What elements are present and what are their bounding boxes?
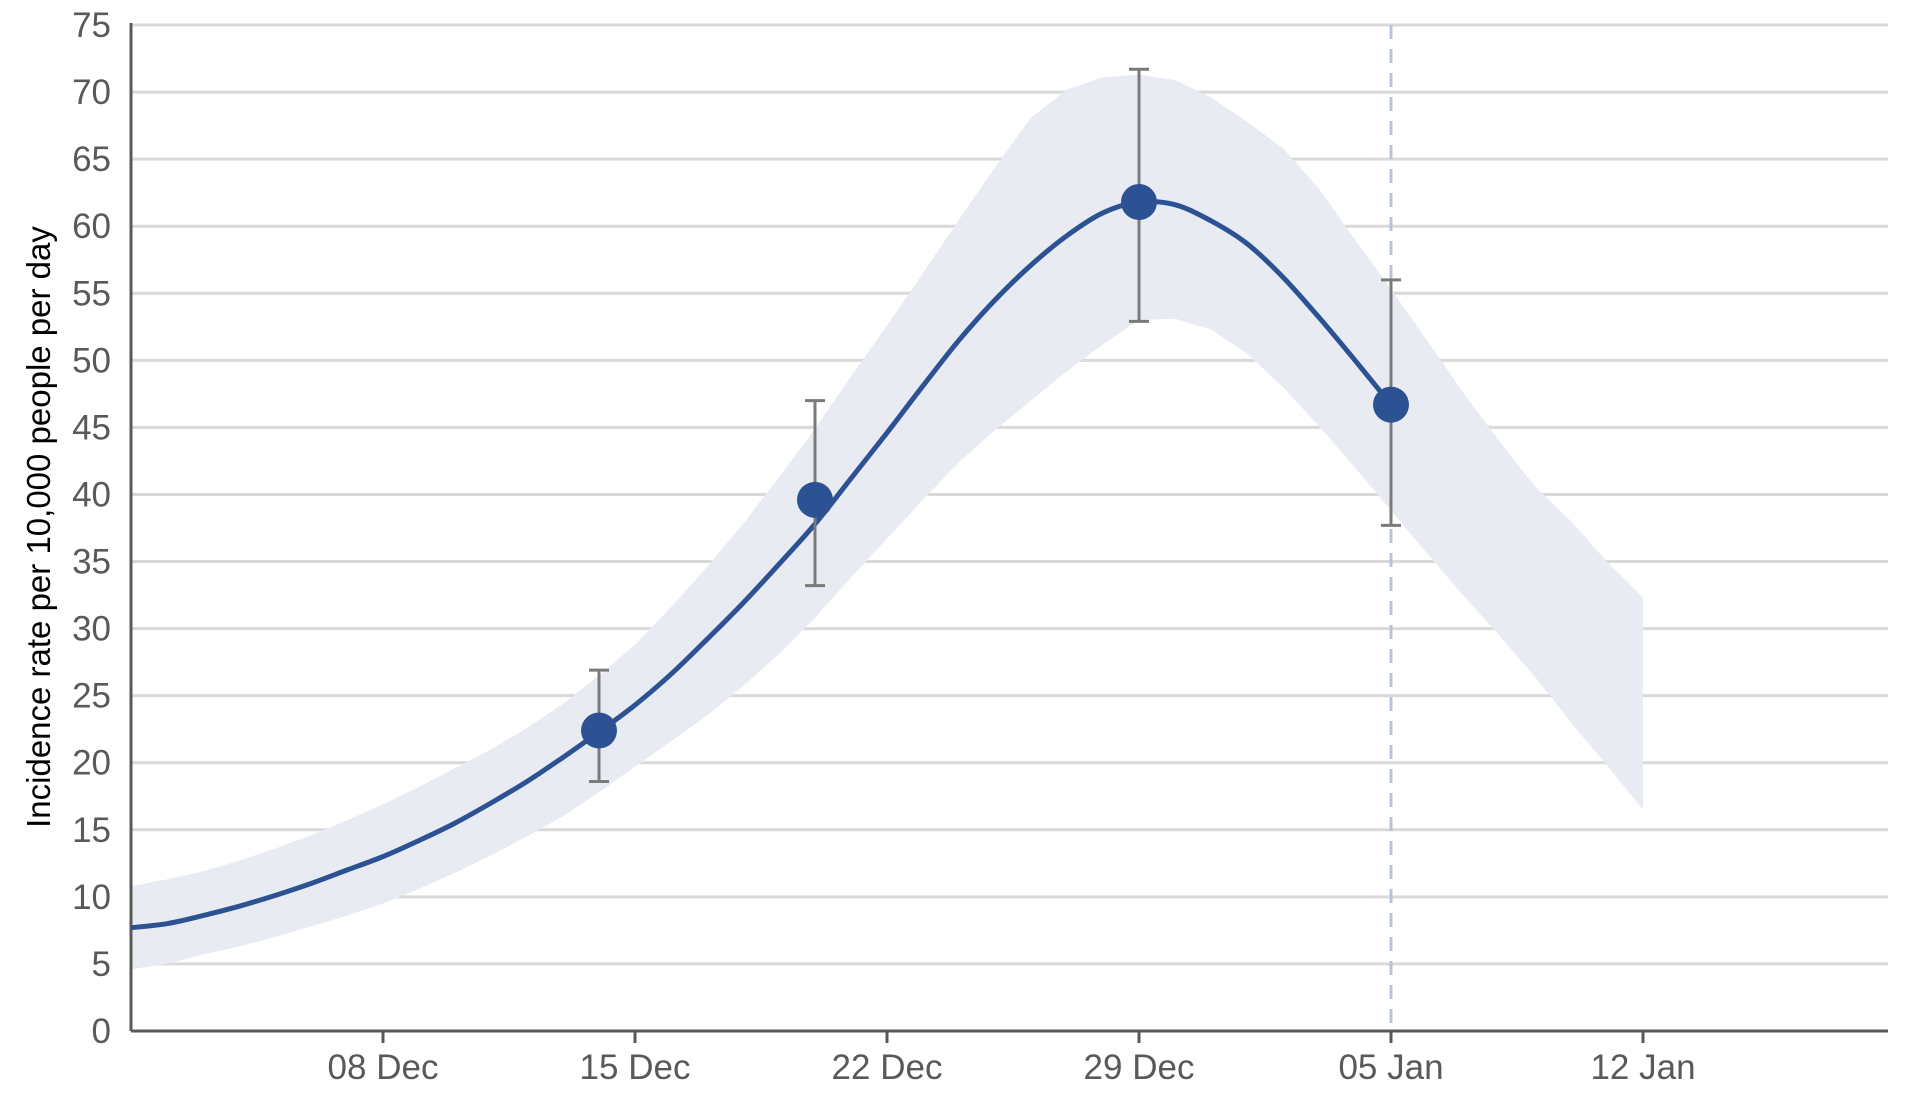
x-tick-label: 22 Dec (832, 1048, 943, 1087)
x-tick-label: 05 Jan (1338, 1048, 1443, 1087)
axes (129, 23, 1888, 1043)
y-tick-label: 70 (72, 73, 111, 112)
data-point (581, 712, 617, 749)
estimate-line (130, 198, 1393, 931)
x-tick-label: 15 Dec (580, 1048, 691, 1087)
y-tick-label: 35 (72, 543, 111, 582)
x-tick-label: 08 Dec (328, 1048, 439, 1087)
x-tick-label: 29 Dec (1084, 1048, 1195, 1087)
y-tick-label: 55 (72, 274, 111, 313)
y-tick-label: 20 (72, 744, 111, 783)
data-point (797, 481, 833, 518)
y-axis-title: Incidence rate per 10,000 people per day (20, 226, 57, 828)
y-tick-labels: 0 5 10 15 20 25 30 35 40 45 50 55 60 65 70 75 (72, 6, 111, 1051)
y-tick-label: 30 (72, 610, 111, 649)
y-tick-label: 40 (72, 475, 111, 514)
y-tick-label: 10 (72, 878, 111, 917)
y-tick-label: 15 (72, 811, 111, 850)
y-tick-label: 50 (72, 341, 111, 380)
confidence-band (131, 74, 1643, 970)
y-tick-label: 25 (72, 677, 111, 716)
y-tick-label: 75 (72, 6, 111, 45)
y-tick-label: 45 (72, 408, 111, 447)
y-tick-label: 0 (92, 1012, 111, 1051)
x-tick-label: 12 Jan (1590, 1048, 1695, 1087)
x-tick-labels: 08 Dec 15 Dec 22 Dec 29 Dec 05 Jan 12 Jan (328, 1048, 1696, 1087)
point-layer (581, 184, 1409, 749)
confidence-band-layer (131, 74, 1643, 970)
y-tick-label: 65 (72, 140, 111, 179)
data-point (1373, 386, 1409, 423)
y-tick-label: 60 (72, 207, 111, 246)
estimate-line-layer (130, 198, 1393, 931)
data-point (1121, 184, 1157, 221)
y-tick-label: 5 (92, 945, 111, 984)
